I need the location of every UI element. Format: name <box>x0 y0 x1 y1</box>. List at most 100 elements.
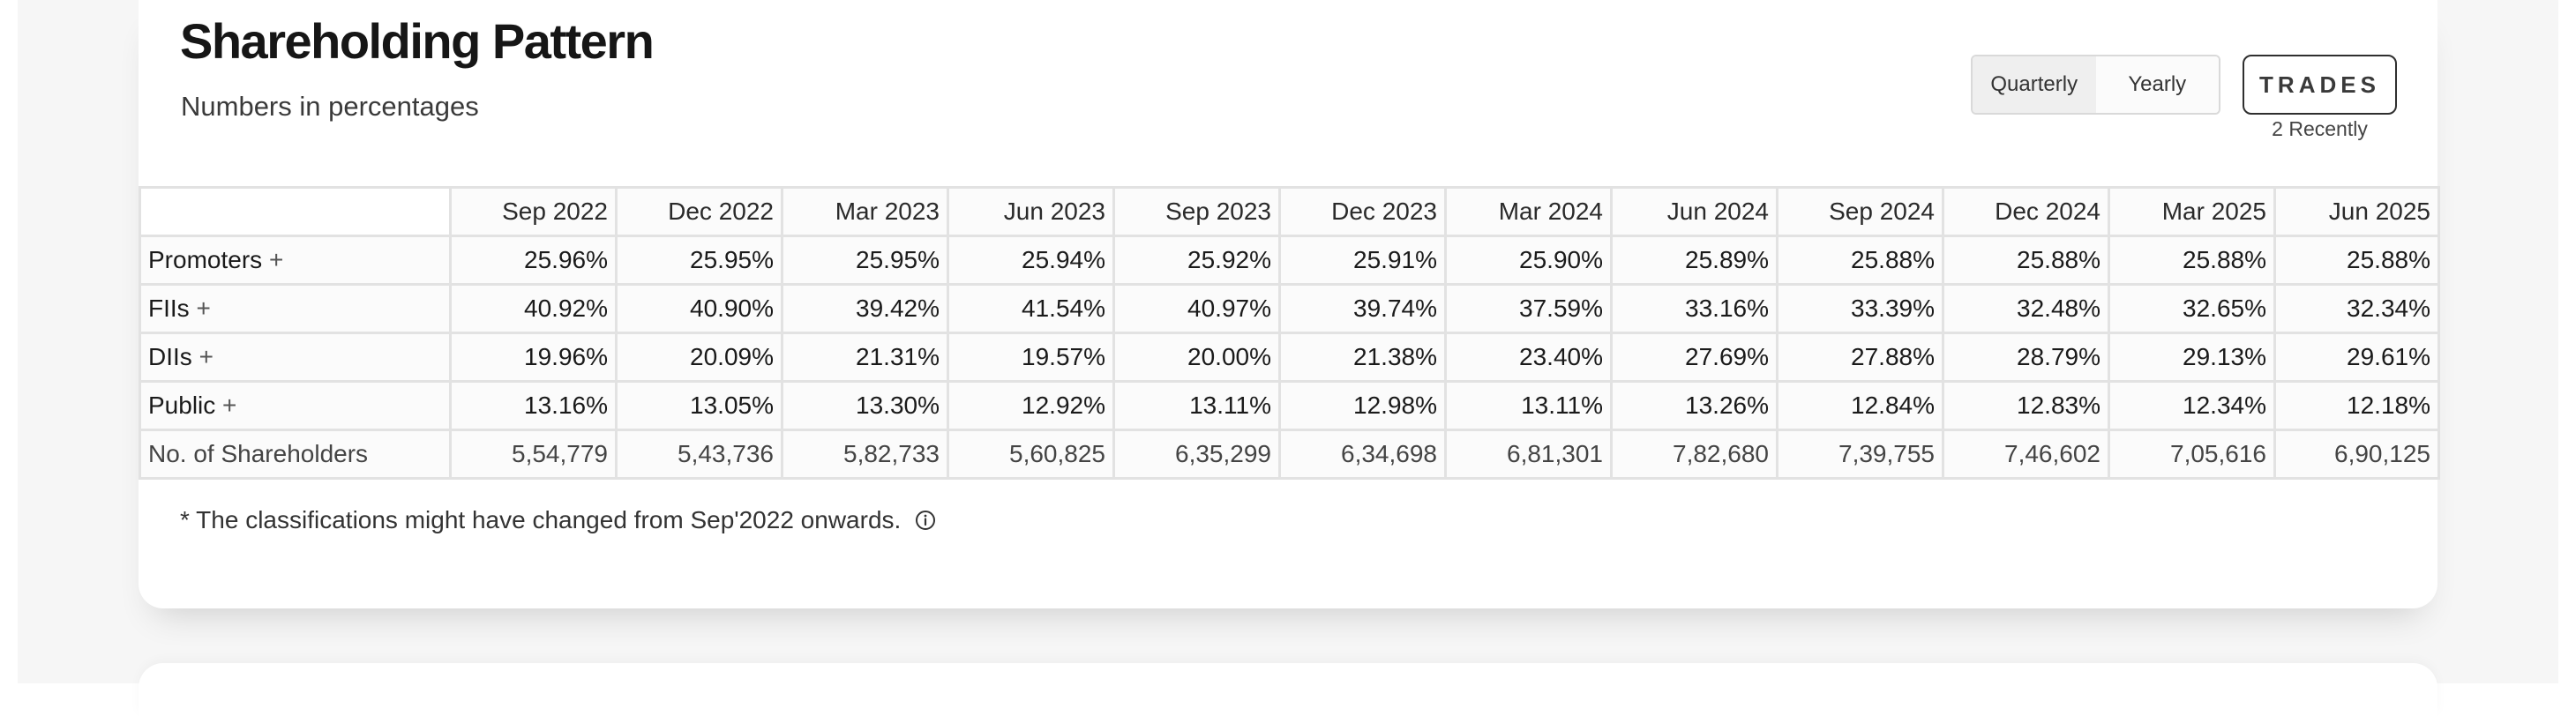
table-cell: 33.16% <box>1610 283 1778 334</box>
table-cell: 5,60,825 <box>947 429 1115 480</box>
table-cell: 28.79% <box>1942 332 2110 383</box>
footnote-text: * The classifications might have changed… <box>180 506 902 533</box>
table-cell: 13.16% <box>449 380 618 431</box>
table-cell: 21.31% <box>781 332 949 383</box>
table-cell: 25.89% <box>1610 235 1778 286</box>
table-cell: 37.59% <box>1444 283 1613 334</box>
table-cell: 7,82,680 <box>1610 429 1778 480</box>
table-cell: 25.95% <box>781 235 949 286</box>
row-label-shareholders: No. of Shareholders <box>139 429 452 480</box>
table-cell: 39.42% <box>781 283 949 334</box>
expand-icon[interactable]: + <box>198 343 213 370</box>
next-section-card <box>139 663 2437 716</box>
expand-icon[interactable]: + <box>196 295 211 322</box>
table-cell: 20.09% <box>615 332 783 383</box>
table-cell: 7,05,616 <box>2108 429 2276 480</box>
column-header: Dec 2024 <box>1942 186 2110 237</box>
table-cell: 5,82,733 <box>781 429 949 480</box>
trades-button[interactable]: TRADES <box>2243 55 2397 115</box>
table-cell: 32.65% <box>2108 283 2276 334</box>
table-cell: 27.69% <box>1610 332 1778 383</box>
table-cell: 25.88% <box>1942 235 2110 286</box>
period-toggle: Quarterly Yearly <box>1971 55 2220 115</box>
table-cell: 23.40% <box>1444 332 1613 383</box>
column-header: Dec 2022 <box>615 186 783 237</box>
table-cell: 32.34% <box>2273 283 2440 334</box>
column-header: Jun 2025 <box>2273 186 2440 237</box>
column-header: Dec 2023 <box>1278 186 1447 237</box>
table-cell: 29.13% <box>2108 332 2276 383</box>
table-cell: 29.61% <box>2273 332 2440 383</box>
table-cell: 40.97% <box>1112 283 1281 334</box>
row-label-fiis[interactable]: FIIs + <box>139 283 452 334</box>
table-cell: 19.96% <box>449 332 618 383</box>
expand-icon[interactable]: + <box>222 392 237 419</box>
table-header-row: Sep 2022 Dec 2022 Mar 2023 Jun 2023 Sep … <box>139 186 2440 237</box>
table-cell: 12.92% <box>947 380 1115 431</box>
table-cell: 21.38% <box>1278 332 1447 383</box>
table-cell: 41.54% <box>947 283 1115 334</box>
column-header: Mar 2024 <box>1444 186 1613 237</box>
column-header: Sep 2024 <box>1776 186 1944 237</box>
table-row-public[interactable]: Public + 13.16% 13.05% 13.30% 12.92% 13.… <box>139 380 2440 431</box>
column-header: Sep 2022 <box>449 186 618 237</box>
table-cell: 6,81,301 <box>1444 429 1613 480</box>
column-header: Sep 2023 <box>1112 186 1281 237</box>
table-cell: 12.98% <box>1278 380 1447 431</box>
table-cell: 6,90,125 <box>2273 429 2440 480</box>
column-header: Jun 2023 <box>947 186 1115 237</box>
table-row-promoters[interactable]: Promoters + 25.96% 25.95% 25.95% 25.94% … <box>139 235 2440 286</box>
table-cell: 12.83% <box>1942 380 2110 431</box>
column-header: Mar 2025 <box>2108 186 2276 237</box>
table-cell: 19.57% <box>947 332 1115 383</box>
table-row-fiis[interactable]: FIIs + 40.92% 40.90% 39.42% 41.54% 40.97… <box>139 283 2440 334</box>
table-cell: 25.95% <box>615 235 783 286</box>
table-row-diis[interactable]: DIIs + 19.96% 20.09% 21.31% 19.57% 20.00… <box>139 332 2440 383</box>
table-cell: 7,46,602 <box>1942 429 2110 480</box>
table-cell: 13.11% <box>1112 380 1281 431</box>
column-header: Mar 2023 <box>781 186 949 237</box>
table-cell: 6,34,698 <box>1278 429 1447 480</box>
table-cell: 12.18% <box>2273 380 2440 431</box>
expand-icon[interactable]: + <box>268 246 284 273</box>
table-cell: 25.88% <box>1776 235 1944 286</box>
table-cell: 25.91% <box>1278 235 1447 286</box>
table-cell: 25.90% <box>1444 235 1613 286</box>
table-cell: 12.34% <box>2108 380 2276 431</box>
table-cell: 25.88% <box>2108 235 2276 286</box>
table-cell: 40.90% <box>615 283 783 334</box>
table-cell: 33.39% <box>1776 283 1944 334</box>
table-cell: 13.26% <box>1610 380 1778 431</box>
page-subtitle: Numbers in percentages <box>181 91 479 122</box>
table-cell: 6,35,299 <box>1112 429 1281 480</box>
quarterly-tab[interactable]: Quarterly <box>1973 56 2096 113</box>
table-cell: 5,54,779 <box>449 429 618 480</box>
table-cell: 25.92% <box>1112 235 1281 286</box>
shareholding-table: Sep 2022 Dec 2022 Mar 2023 Jun 2023 Sep … <box>139 186 2440 480</box>
table-corner-cell <box>139 186 452 237</box>
classification-footnote: * The classifications might have changed… <box>180 506 936 534</box>
table-cell: 20.00% <box>1112 332 1281 383</box>
table-cell: 7,39,755 <box>1776 429 1944 480</box>
table-cell: 13.30% <box>781 380 949 431</box>
table-cell: 40.92% <box>449 283 618 334</box>
yearly-tab[interactable]: Yearly <box>2095 56 2219 113</box>
row-label-diis[interactable]: DIIs + <box>139 332 452 383</box>
table-cell: 12.84% <box>1776 380 1944 431</box>
info-icon[interactable] <box>915 510 936 531</box>
table-cell: 39.74% <box>1278 283 1447 334</box>
row-label-public[interactable]: Public + <box>139 380 452 431</box>
table-cell: 27.88% <box>1776 332 1944 383</box>
table-cell: 13.11% <box>1444 380 1613 431</box>
table-cell: 5,43,736 <box>615 429 783 480</box>
table-cell: 25.94% <box>947 235 1115 286</box>
table-cell: 32.48% <box>1942 283 2110 334</box>
row-label-promoters[interactable]: Promoters + <box>139 235 452 286</box>
trades-count: 2 Recently <box>2272 117 2368 140</box>
table-cell: 25.88% <box>2273 235 2440 286</box>
table-row-shareholders: No. of Shareholders 5,54,779 5,43,736 5,… <box>139 429 2440 480</box>
table-cell: 13.05% <box>615 380 783 431</box>
column-header: Jun 2024 <box>1610 186 1778 237</box>
table-cell: 25.96% <box>449 235 618 286</box>
page-title: Shareholding Pattern <box>180 13 655 69</box>
